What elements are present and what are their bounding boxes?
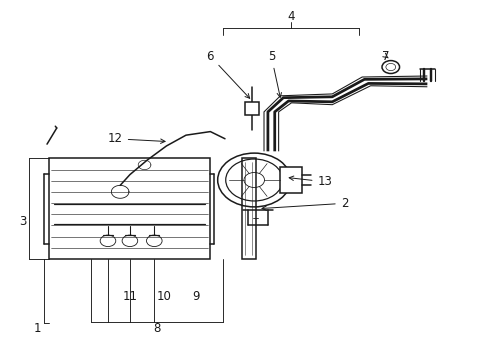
Text: 5: 5: [267, 50, 281, 97]
Text: 9: 9: [192, 290, 199, 303]
Text: 3: 3: [19, 215, 26, 228]
Text: 13: 13: [288, 175, 332, 188]
Bar: [279, 167, 301, 193]
Text: 6: 6: [206, 50, 249, 98]
Bar: [49, 158, 210, 259]
Bar: [245, 102, 259, 115]
Text: 8: 8: [153, 322, 160, 335]
Text: 4: 4: [286, 10, 294, 23]
Text: 7: 7: [382, 50, 389, 63]
Text: 10: 10: [156, 290, 171, 303]
Text: 12: 12: [107, 132, 165, 145]
Bar: [242, 158, 255, 259]
Text: 11: 11: [122, 290, 137, 303]
Text: 2: 2: [262, 197, 347, 210]
Text: 1: 1: [34, 322, 41, 335]
